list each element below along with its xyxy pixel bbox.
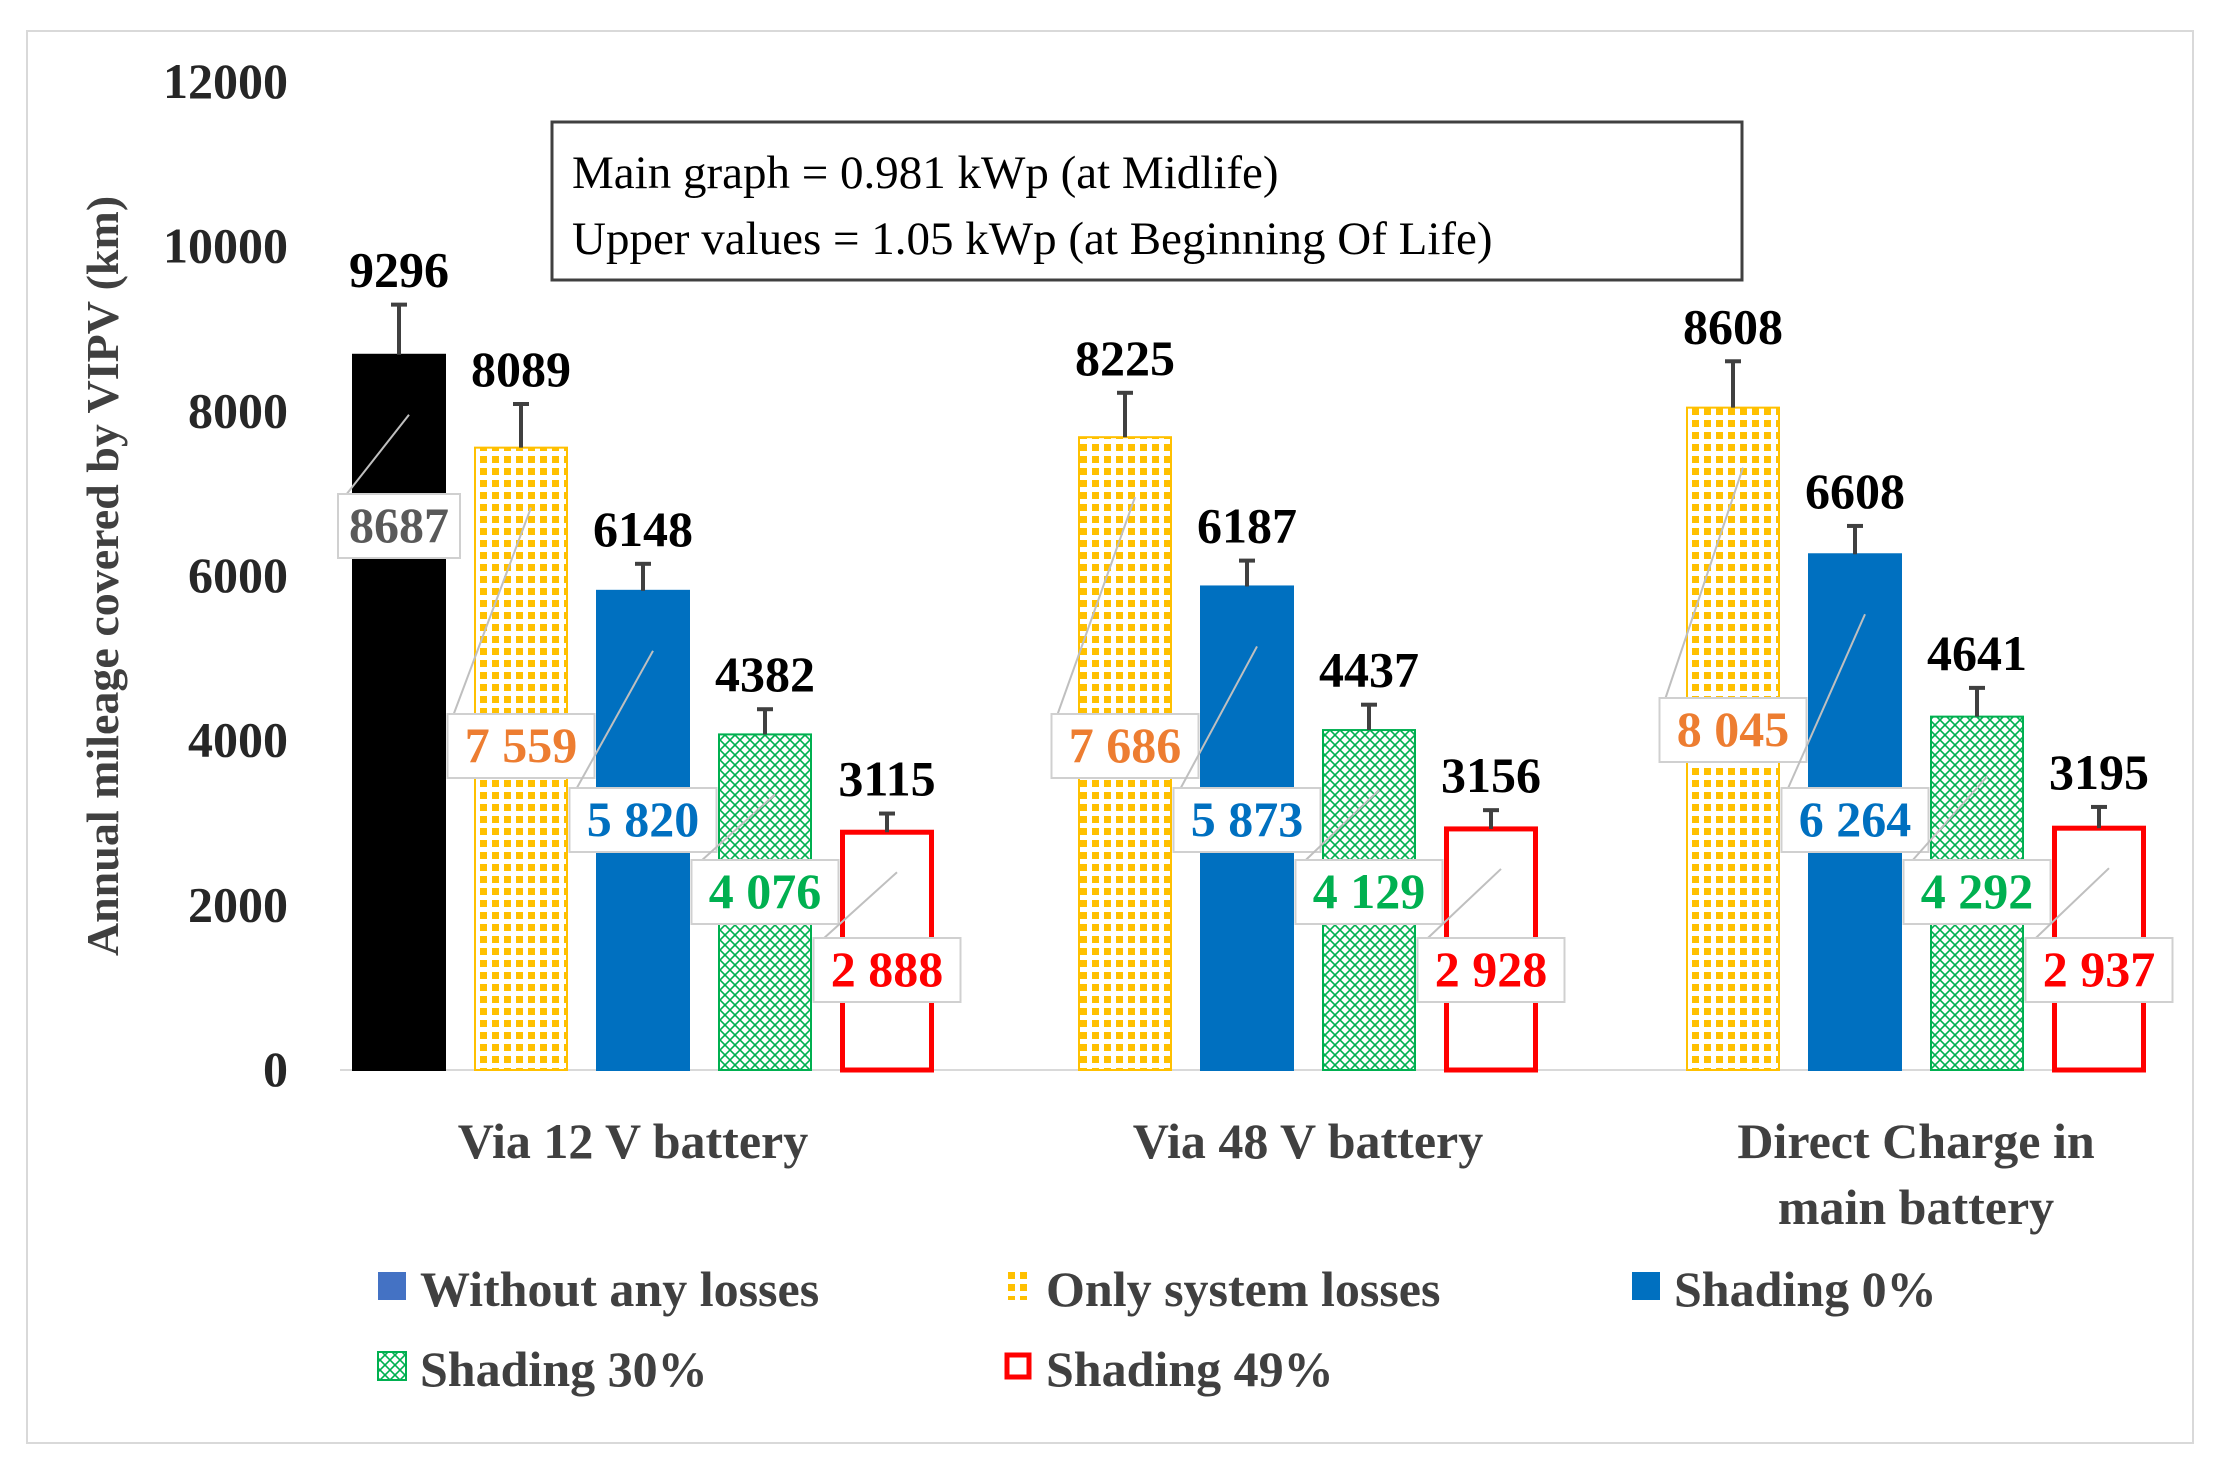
annotation-line-1: Main graph = 0.981 kWp (at Midlife) bbox=[572, 147, 1279, 199]
value-label: 2 888 bbox=[831, 941, 944, 997]
callout-box bbox=[812, 937, 962, 1003]
legend-swatch bbox=[377, 1351, 407, 1381]
callout-leader bbox=[1054, 496, 1136, 721]
value-callout: 6 264 bbox=[1780, 613, 1930, 853]
callout-box bbox=[1902, 859, 2052, 925]
callout-leader bbox=[1906, 775, 1988, 867]
y-tick-label: 8000 bbox=[188, 382, 288, 438]
annotation-line-2: Upper values = 1.05 kWp (at Beginning Of… bbox=[572, 213, 1493, 265]
upper-value-label: 4437 bbox=[1319, 642, 1419, 698]
x-category-label: main battery bbox=[1778, 1179, 2054, 1235]
y-tick-label: 10000 bbox=[163, 218, 288, 274]
upper-value-label: 4641 bbox=[1927, 625, 2027, 681]
callout-leader bbox=[816, 871, 898, 945]
annotation-box bbox=[550, 120, 1744, 282]
value-label: 4 129 bbox=[1313, 863, 1426, 919]
y-tick-label: 0 bbox=[263, 1041, 288, 1097]
value-label: 4 076 bbox=[709, 863, 822, 919]
value-callout: 2 928 bbox=[1416, 868, 1566, 1003]
callout-box bbox=[2024, 937, 2174, 1003]
legend-label: Only system losses bbox=[1046, 1261, 1440, 1317]
callout-box bbox=[1172, 787, 1322, 853]
callout-leader bbox=[1176, 645, 1258, 795]
legend-label: Shading 49% bbox=[1046, 1341, 1334, 1397]
legend-item: Shading 49% bbox=[1004, 1341, 1334, 1397]
legend-label: Without any losses bbox=[420, 1261, 819, 1317]
upper-value-label: 8089 bbox=[471, 341, 571, 397]
callout-leader bbox=[1298, 789, 1380, 867]
value-callout: 8 045 bbox=[1658, 467, 1808, 763]
value-label: 5 820 bbox=[587, 791, 700, 847]
value-label: 7 559 bbox=[465, 717, 578, 773]
upper-value-label: 8608 bbox=[1683, 298, 1783, 354]
callout-box bbox=[1658, 697, 1808, 763]
legend-item: Shading 0% bbox=[1632, 1261, 1937, 1317]
callout-box bbox=[690, 859, 840, 925]
value-callout: 8687 bbox=[337, 414, 461, 559]
upper-value-label: 6148 bbox=[593, 501, 693, 557]
x-category-label: Via 12 V battery bbox=[458, 1113, 808, 1169]
value-callout: 4 076 bbox=[690, 793, 840, 925]
value-label: 2 928 bbox=[1435, 941, 1548, 997]
x-category-label: Direct Charge in bbox=[1737, 1113, 2095, 1169]
y-tick-label: 6000 bbox=[188, 547, 288, 603]
value-callout: 7 686 bbox=[1050, 496, 1200, 779]
value-callout: 2 888 bbox=[812, 871, 962, 1003]
y-tick-label: 4000 bbox=[188, 712, 288, 768]
value-label: 7 686 bbox=[1069, 717, 1182, 773]
callout-leader bbox=[450, 507, 532, 721]
x-category-label: Via 48 V battery bbox=[1133, 1113, 1483, 1169]
value-label: 2 937 bbox=[2043, 941, 2156, 997]
callout-leader bbox=[1784, 613, 1866, 795]
legend-swatch bbox=[1004, 1272, 1032, 1300]
bar bbox=[352, 353, 446, 1071]
value-callout: 5 873 bbox=[1172, 645, 1322, 853]
legend-item: Only system losses bbox=[1004, 1261, 1440, 1317]
y-axis-title: Annual mileage covered by VIPV (km) bbox=[77, 196, 128, 956]
legend-item: Without any losses bbox=[378, 1261, 819, 1317]
legend-item: Shading 30% bbox=[377, 1341, 708, 1397]
legend-label: Shading 30% bbox=[420, 1341, 708, 1397]
callout-box bbox=[1050, 713, 1200, 779]
callout-box bbox=[1294, 859, 1444, 925]
legend-swatch bbox=[1004, 1352, 1032, 1380]
value-callout: 4 292 bbox=[1902, 775, 2052, 925]
value-callout: 5 820 bbox=[568, 650, 718, 853]
callout-leader bbox=[2028, 867, 2110, 945]
value-label: 8687 bbox=[349, 497, 449, 553]
upper-value-label: 3156 bbox=[1441, 747, 1541, 803]
callout-leader bbox=[572, 650, 654, 795]
upper-value-label: 4382 bbox=[715, 646, 815, 702]
value-callout: 2 937 bbox=[2024, 867, 2174, 1003]
upper-value-label: 3195 bbox=[2049, 744, 2149, 800]
callout-box bbox=[446, 713, 596, 779]
callout-leader bbox=[1662, 467, 1744, 705]
upper-value-label: 6187 bbox=[1197, 498, 1297, 554]
callout-box bbox=[568, 787, 718, 853]
value-label: 5 873 bbox=[1191, 791, 1304, 847]
value-callout: 4 129 bbox=[1294, 789, 1444, 925]
upper-value-label: 3115 bbox=[838, 751, 935, 807]
callout-box bbox=[1780, 787, 1930, 853]
value-callout: 7 559 bbox=[446, 507, 596, 779]
upper-value-label: 6608 bbox=[1805, 463, 1905, 519]
callout-box bbox=[1416, 937, 1566, 1003]
value-label: 6 264 bbox=[1799, 791, 1912, 847]
callout-leader bbox=[341, 414, 410, 501]
y-tick-label: 2000 bbox=[188, 876, 288, 932]
legend-swatch bbox=[378, 1272, 406, 1300]
legend-swatch bbox=[1632, 1272, 1660, 1300]
value-label: 4 292 bbox=[1921, 863, 2034, 919]
callout-leader bbox=[694, 793, 776, 867]
legend-label: Shading 0% bbox=[1674, 1261, 1937, 1317]
y-tick-label: 12000 bbox=[163, 53, 288, 109]
value-label: 8 045 bbox=[1677, 701, 1790, 757]
callout-box bbox=[337, 493, 461, 559]
upper-value-label: 9296 bbox=[349, 242, 449, 298]
upper-value-label: 8225 bbox=[1075, 330, 1175, 386]
callout-leader bbox=[1420, 868, 1502, 945]
